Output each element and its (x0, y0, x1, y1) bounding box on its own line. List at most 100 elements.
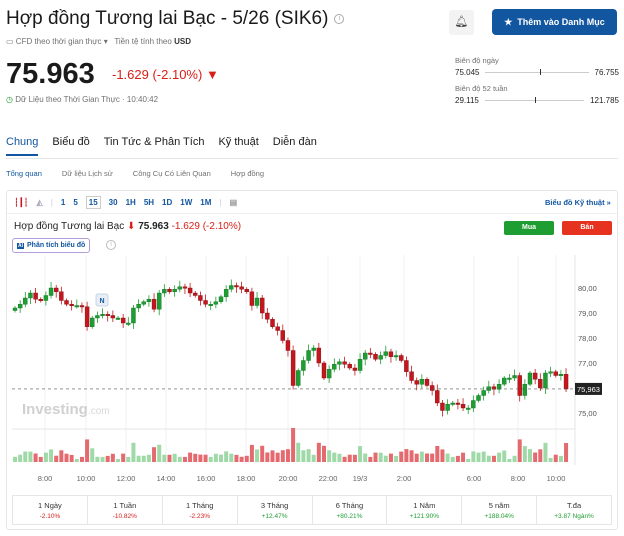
volume-bar (430, 453, 435, 462)
ai-analysis-button[interactable]: AI Phân tích biểu đồ (12, 238, 91, 253)
star-icon: ★ (504, 17, 513, 27)
tab-dien-dan[interactable]: Diễn đàn (272, 136, 317, 148)
volume-bar (255, 449, 260, 462)
interval-30[interactable]: 30 (108, 198, 118, 207)
candle (316, 347, 322, 364)
price-chart[interactable]: Investing .com 80,00 79,00 78,00 77,00 75,00 8:… (0, 255, 624, 495)
candle (517, 375, 522, 396)
candle (363, 352, 368, 360)
performance-table: 1 Ngày -2.10% 1 Tuần -10.82% 1 Tháng -2.23% 3 … (12, 495, 612, 525)
x-tick-label: 8:00 (511, 474, 526, 483)
candle (290, 350, 296, 386)
ai-label: Phân tích biểu đồ (27, 242, 86, 249)
candle (213, 301, 219, 305)
watermark: Investing (22, 401, 88, 418)
volume-bar (352, 454, 357, 462)
subtab-tools[interactable]: Công Cụ Có Liên Quan (132, 169, 211, 178)
candle (332, 364, 337, 370)
volume-bar (13, 456, 17, 462)
volume-bar (466, 459, 471, 462)
interval-1M[interactable]: 1M (200, 198, 212, 207)
y-tick-label: 75,00 (578, 409, 597, 418)
y-tick-label: 80,00 (578, 284, 597, 293)
info-icon[interactable]: i (106, 240, 116, 250)
currency-label: Tiền tệ tính theo (114, 37, 172, 46)
candle (64, 300, 69, 305)
volume-bar (368, 456, 373, 462)
subtab-history[interactable]: Dữ liệu Lịch sử (61, 169, 113, 178)
y-tick-label: 79,00 (578, 309, 597, 318)
candle (172, 289, 177, 292)
last-price: 75.963 (6, 58, 95, 90)
add-alert-button[interactable]: 🔔︎ (449, 10, 474, 35)
x-tick-label: 16:00 (197, 474, 216, 483)
interval-15[interactable]: 15 (85, 196, 101, 209)
volume-bar (152, 447, 157, 462)
subtab-contracts[interactable]: Hợp đồng (230, 169, 265, 178)
indicators-icon[interactable]: ▤ (229, 198, 238, 207)
tab-ky-thuat[interactable]: Kỹ thuật (218, 136, 259, 148)
volume-bar (270, 450, 275, 462)
x-tick-label: 8:00 (38, 474, 53, 483)
candle (414, 380, 419, 385)
volume-bar (146, 454, 151, 462)
candle (156, 292, 162, 310)
subtab-overview[interactable]: Tổng quan (6, 169, 42, 178)
volume-bar (497, 452, 502, 462)
interval-1H[interactable]: 1H (125, 198, 136, 207)
candle (105, 314, 110, 316)
tab-bieu-do[interactable]: Biểu đồ (52, 136, 90, 148)
period-label: 3 Tháng (260, 501, 289, 510)
period-label: T.đa (566, 501, 582, 510)
candle (131, 307, 136, 324)
candle (115, 317, 121, 320)
area-chart-icon[interactable]: ◭ (36, 198, 43, 207)
price-change: -1.629 (-2.10%) ▼ (112, 67, 219, 82)
volume-bar (347, 454, 352, 462)
interval-1D[interactable]: 1D (162, 198, 173, 207)
candle (74, 305, 80, 308)
x-tick-label: 10:00 (77, 474, 96, 483)
candle (378, 355, 383, 360)
volume-bar (445, 453, 450, 462)
buy-button[interactable]: Mua (504, 221, 554, 235)
volume-bar (121, 453, 126, 462)
volume-bar (38, 456, 43, 462)
volume-bar (110, 453, 115, 462)
interval-5[interactable]: 5 (73, 198, 78, 207)
volume-bar (43, 452, 48, 462)
interval-1[interactable]: 1 (60, 198, 66, 207)
candle (502, 377, 507, 385)
candle (435, 390, 440, 404)
add-to-watchlist-button[interactable]: ★ Thêm vào Danh Mục (492, 9, 617, 35)
candlestick-icon[interactable]: ┆┃┆ (14, 198, 29, 207)
day-range: Biên độ ngày 75.045 76.755 (455, 56, 619, 77)
candle (69, 304, 74, 306)
volume-bar (332, 452, 337, 462)
candle (265, 312, 270, 320)
volume-bar (409, 450, 414, 462)
volume-bar (564, 443, 569, 462)
candle (167, 289, 172, 292)
instrument-name: Hợp đồng Tương lai Bạc (14, 221, 125, 232)
sell-button[interactable]: Bán (562, 221, 612, 235)
interval-1W[interactable]: 1W (180, 198, 193, 207)
volume-bar (182, 456, 187, 462)
cfd-label[interactable]: CFD theo thời gian thực (15, 37, 102, 46)
candle (223, 289, 229, 297)
info-icon[interactable]: i (334, 13, 345, 24)
volume-bar (471, 451, 476, 462)
day-range-bar (485, 69, 589, 75)
volume-bar (275, 452, 280, 462)
volume-bar (301, 450, 306, 462)
performance-cell: 1 Năm +121.90% (387, 496, 463, 524)
volume-bar (291, 428, 296, 462)
candle (59, 291, 64, 301)
performance-cell: 5 năm +188.04% (462, 496, 538, 524)
candle (260, 297, 265, 314)
week52-range-marker (535, 97, 537, 103)
interval-5H[interactable]: 5H (143, 198, 155, 207)
tab-chung[interactable]: Chung (6, 136, 39, 156)
tab-tin-tuc[interactable]: Tin Tức & Phân Tích (103, 136, 205, 148)
technical-chart-link[interactable]: Biểu đồ Kỹ thuật » (545, 198, 611, 207)
